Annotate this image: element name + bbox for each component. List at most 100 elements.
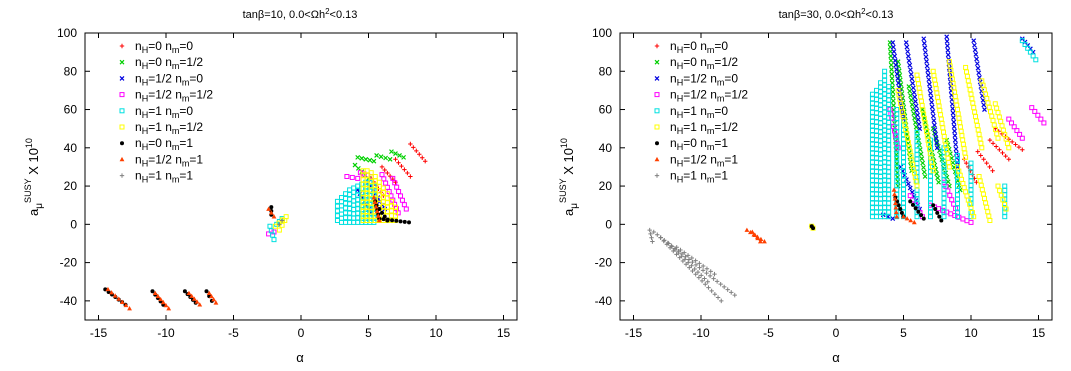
data-point xyxy=(886,88,892,94)
data-point xyxy=(963,154,969,160)
y-tick-label: -40 xyxy=(595,294,613,308)
data-point xyxy=(878,191,884,197)
data-point xyxy=(913,99,918,104)
data-point xyxy=(874,137,879,143)
data-point xyxy=(371,158,377,164)
data-point xyxy=(658,235,663,240)
series-0 xyxy=(369,141,428,198)
data-point xyxy=(869,186,875,192)
data-point xyxy=(994,105,1000,111)
data-point xyxy=(882,173,888,179)
data-point xyxy=(941,159,947,165)
data-point xyxy=(882,100,888,106)
data-point xyxy=(901,159,906,165)
data-point xyxy=(1017,131,1023,137)
data-point xyxy=(950,110,956,116)
data-point xyxy=(402,167,407,172)
data-point xyxy=(380,185,386,191)
data-point xyxy=(712,271,717,277)
data-point xyxy=(990,168,995,173)
data-point xyxy=(901,173,906,179)
legend: nH=0 nm=0nH=0 nm=1/2nH=1/2 nm=0nH=1/2 nm… xyxy=(654,39,748,185)
data-point xyxy=(916,85,922,91)
data-point xyxy=(874,173,879,179)
data-point xyxy=(941,133,947,139)
data-point xyxy=(964,160,969,166)
legend: nH=0 nm=0nH=0 nm=1/2nH=1/2 nm=0nH=1/2 nm… xyxy=(119,39,213,185)
data-point xyxy=(869,209,875,215)
data-point xyxy=(886,146,892,152)
data-point xyxy=(679,254,684,259)
legend-label: nH=1/2 nm=1/2 xyxy=(670,88,748,104)
data-point xyxy=(913,103,919,109)
data-point xyxy=(343,219,349,225)
data-point xyxy=(886,164,892,170)
data-point xyxy=(914,156,920,162)
data-point xyxy=(905,181,911,187)
data-point xyxy=(699,278,705,284)
data-point xyxy=(971,42,977,48)
legend-marker xyxy=(655,141,659,146)
data-point xyxy=(869,159,875,165)
data-point xyxy=(878,102,884,108)
data-point xyxy=(388,213,394,219)
data-point xyxy=(878,111,884,117)
data-point xyxy=(692,266,697,272)
data-point xyxy=(953,142,959,147)
data-point xyxy=(869,141,875,147)
data-point xyxy=(995,183,1001,189)
data-point xyxy=(975,149,980,154)
data-point xyxy=(269,205,274,210)
data-point xyxy=(945,52,951,58)
data-point xyxy=(915,117,921,123)
data-point xyxy=(1009,120,1014,126)
data-point xyxy=(343,191,349,197)
data-point xyxy=(886,187,892,193)
data-point xyxy=(938,112,944,118)
data-point xyxy=(935,99,941,105)
data-point xyxy=(918,151,924,157)
data-point xyxy=(1038,116,1044,122)
data-point xyxy=(155,293,161,299)
data-point xyxy=(878,138,884,144)
data-point xyxy=(971,38,977,44)
data-point xyxy=(886,151,892,157)
legend-label: nH=1/2 nm=0 xyxy=(135,71,203,87)
data-point xyxy=(882,155,888,161)
data-point xyxy=(925,68,931,73)
data-point xyxy=(966,164,971,170)
data-point xyxy=(744,227,750,232)
data-point xyxy=(878,80,884,86)
data-point xyxy=(941,182,947,188)
data-point xyxy=(978,153,983,158)
data-point xyxy=(711,276,716,281)
data-point xyxy=(934,145,940,151)
legend-label: nH=1/2 nm=1 xyxy=(135,152,203,168)
data-point xyxy=(901,195,906,201)
data-point xyxy=(279,222,285,228)
data-point xyxy=(371,188,377,194)
x-tick-label: 5 xyxy=(365,326,372,340)
data-point xyxy=(705,279,710,284)
data-point xyxy=(869,214,875,220)
data-point xyxy=(919,213,924,218)
data-point xyxy=(105,286,111,292)
data-point xyxy=(941,168,947,174)
series-7 xyxy=(105,195,382,311)
data-point xyxy=(933,86,939,92)
data-point xyxy=(914,214,920,220)
data-point xyxy=(918,98,924,104)
data-point xyxy=(372,174,378,179)
data-point xyxy=(977,178,983,184)
data-point xyxy=(957,120,963,126)
data-point xyxy=(983,200,989,206)
data-point xyxy=(119,299,125,304)
data-point xyxy=(886,124,892,130)
data-point xyxy=(1006,136,1011,142)
data-point xyxy=(388,198,394,204)
data-point xyxy=(996,114,1002,120)
data-point xyxy=(893,200,898,206)
data-point xyxy=(936,179,942,185)
data-point xyxy=(874,119,879,125)
data-point xyxy=(941,195,947,201)
